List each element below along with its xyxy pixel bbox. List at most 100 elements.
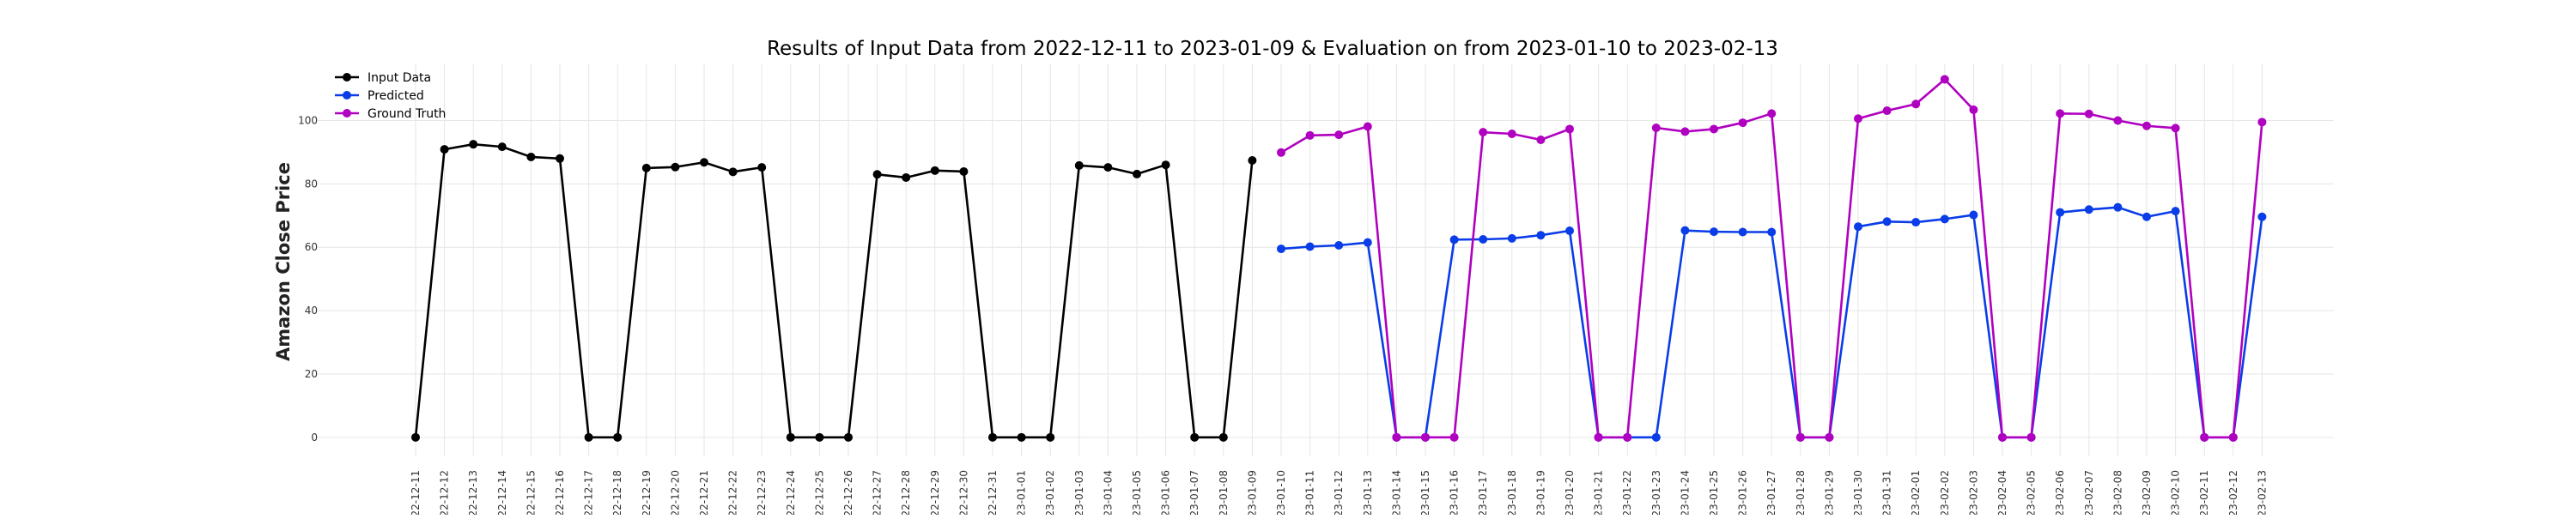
x-tick-label: -23-01-23: [1650, 470, 1662, 515]
x-tick-label: -23-01-08: [1218, 470, 1230, 515]
x-tick-label: -22-12-21: [698, 470, 710, 515]
x-tick-label: -23-01-16: [1449, 470, 1461, 515]
legend-marker-input-data: [343, 73, 351, 81]
data-point-ground-truth: [2200, 432, 2209, 442]
data-point-input-data: [1133, 169, 1141, 178]
y-tick-label: 100: [298, 114, 318, 126]
y-axis-label: Amazon Close Price: [273, 162, 294, 361]
data-point-ground-truth: [1334, 130, 1344, 140]
data-point-ground-truth: [1565, 124, 1574, 134]
data-point-input-data: [1074, 160, 1084, 170]
data-point-predicted: [1680, 226, 1690, 235]
data-point-input-data: [844, 432, 853, 442]
x-tick-label: -23-02-06: [2054, 470, 2066, 515]
x-tick-label: -23-01-25: [1708, 470, 1720, 515]
data-point-predicted: [1710, 227, 1718, 237]
chart-title: Results of Input Data from 2022-12-11 to…: [767, 38, 1778, 60]
data-point-predicted: [1334, 241, 1344, 250]
data-point-ground-truth: [1479, 128, 1488, 137]
data-point-predicted: [1449, 235, 1459, 244]
data-point-predicted: [1565, 226, 1574, 236]
series-line-input-data: [414, 142, 1254, 439]
x-tick-label: -23-01-28: [1795, 470, 1807, 515]
data-point-input-data: [526, 152, 536, 161]
x-tick-label: -23-01-03: [1073, 470, 1085, 515]
data-point-input-data: [1218, 432, 1228, 442]
x-tick-label: -22-12-20: [669, 470, 681, 515]
data-point-predicted: [2142, 212, 2151, 221]
x-tick-label: -22-12-26: [842, 470, 854, 515]
data-point-predicted: [1969, 210, 1978, 220]
legend-label-predicted: Predicted: [368, 89, 424, 103]
x-tick-label: -23-01-13: [1362, 470, 1374, 515]
data-point-input-data: [728, 167, 738, 177]
x-tick-label: -22-12-19: [641, 470, 653, 515]
data-point-ground-truth: [1594, 432, 1603, 442]
x-tick-label: -23-02-02: [1939, 470, 1951, 515]
x-tick-label: -23-01-01: [1016, 470, 1028, 515]
x-tick-label: -22-12-14: [496, 470, 508, 515]
data-point-input-data: [902, 172, 911, 182]
data-point-predicted: [2257, 212, 2267, 221]
data-point-input-data: [671, 162, 680, 172]
x-tick-label: -22-12-29: [929, 470, 941, 515]
data-point-input-data: [1103, 163, 1113, 172]
x-tick-label: -22-12-13: [467, 470, 479, 515]
data-point-input-data: [1248, 156, 1257, 166]
y-tick-label: 40: [305, 305, 318, 317]
x-tick-label: -22-12-16: [554, 470, 566, 515]
data-point-ground-truth: [1825, 432, 1834, 442]
x-tick-labels: -22-12-11 -22-12-12 -22-12-13 -22-12-14 -22-…: [410, 470, 2268, 519]
data-point-predicted: [1911, 218, 1921, 227]
data-point-ground-truth: [1767, 109, 1777, 118]
data-point-input-data: [700, 158, 708, 167]
data-point-ground-truth: [2171, 124, 2180, 133]
data-point-ground-truth: [1854, 114, 1862, 124]
x-gridlines: [415, 63, 2263, 456]
data-point-input-data: [556, 154, 564, 163]
data-point-predicted: [1277, 244, 1285, 254]
x-tick-label: -22-12-12: [439, 470, 451, 515]
data-point-input-data: [1190, 432, 1200, 442]
x-tick-label: -23-01-27: [1765, 470, 1777, 515]
legend: Input Data Predicted Ground Truth: [335, 71, 446, 121]
x-tick-label: -23-01-21: [1593, 470, 1605, 515]
data-point-input-data: [988, 432, 997, 442]
data-point-predicted: [1940, 214, 1949, 224]
x-tick-label: -22-12-18: [611, 470, 623, 515]
legend-label-input-data: Input Data: [368, 71, 431, 85]
data-point-predicted: [2113, 202, 2123, 212]
x-tick-label: -23-01-12: [1333, 470, 1345, 515]
y-tick-label: 80: [305, 178, 318, 190]
data-point-ground-truth: [1421, 432, 1430, 442]
data-point-ground-truth: [1277, 148, 1285, 157]
data-point-ground-truth: [1911, 100, 1921, 109]
data-point-ground-truth: [1305, 130, 1315, 140]
x-tick-label: -22-12-24: [785, 470, 797, 515]
x-tick-label: -23-02-08: [2111, 470, 2123, 515]
x-tick-label: -22-12-30: [957, 470, 969, 515]
x-tick-label: -22-12-17: [583, 470, 595, 515]
data-point-input-data: [959, 166, 969, 176]
data-point-ground-truth: [1738, 118, 1747, 128]
data-point-ground-truth: [1392, 432, 1401, 442]
data-point-ground-truth: [1680, 127, 1690, 136]
x-tick-label: -22-12-31: [987, 470, 999, 515]
data-point-predicted: [1305, 242, 1315, 251]
data-point-input-data: [1161, 160, 1170, 170]
data-point-input-data: [872, 170, 882, 179]
x-tick-label: -23-02-11: [2198, 470, 2210, 515]
data-point-predicted: [1854, 222, 1862, 232]
data-point-input-data: [469, 140, 478, 149]
data-point-input-data: [930, 166, 939, 175]
data-point-ground-truth: [2113, 116, 2123, 125]
data-point-ground-truth: [2228, 432, 2238, 442]
data-point-predicted: [1536, 231, 1546, 240]
x-tick-label: -23-01-19: [1534, 470, 1546, 515]
x-tick-label: -23-01-22: [1621, 470, 1633, 515]
x-tick-label: -23-01-20: [1564, 470, 1576, 515]
data-point-input-data: [411, 432, 420, 442]
x-tick-label: -23-01-30: [1852, 470, 1864, 515]
data-point-ground-truth: [1651, 123, 1661, 132]
